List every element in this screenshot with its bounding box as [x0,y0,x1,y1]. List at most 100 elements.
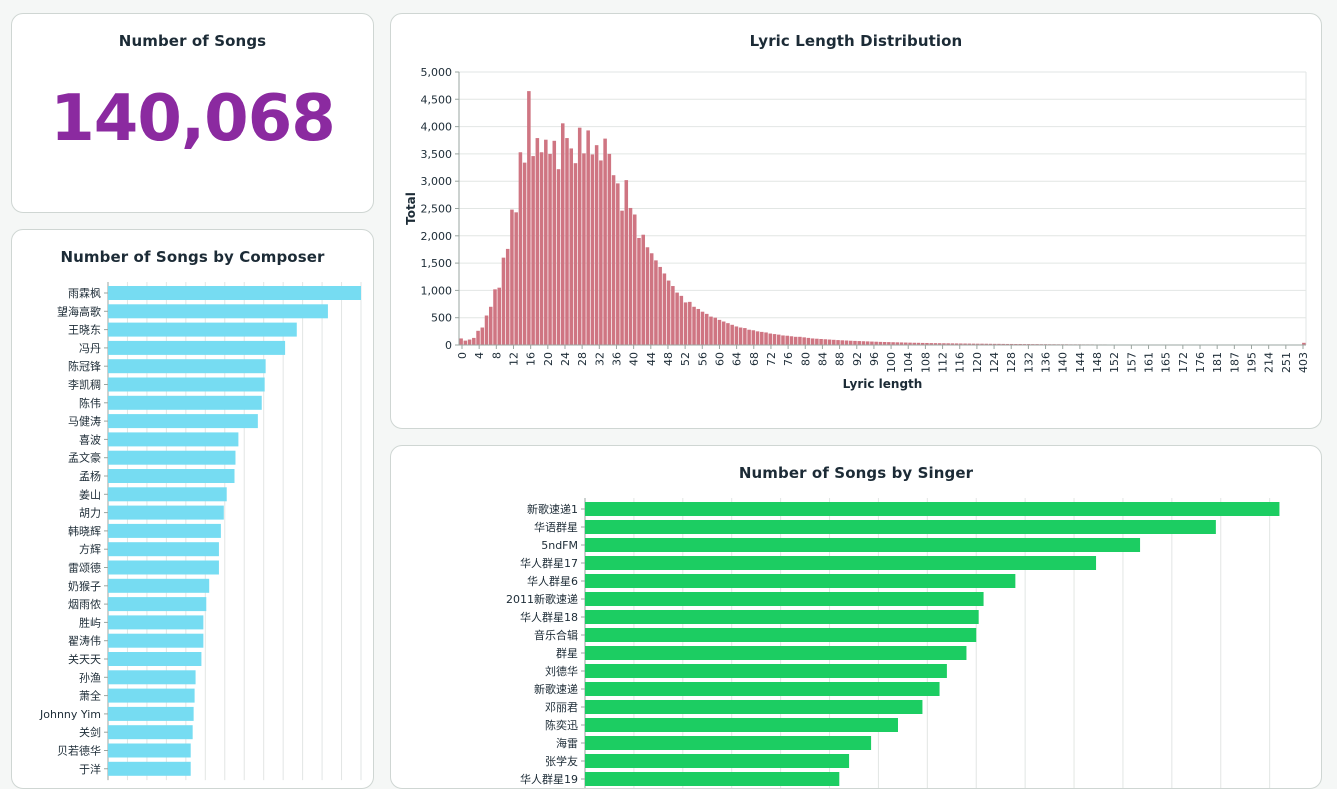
y-tick-label: 胡力 [79,506,101,520]
bar [585,772,839,786]
y-tick-label: 2011新歌速递 [506,592,578,606]
y-tick-label: 华人群星19 [520,772,578,786]
bar [718,320,722,345]
y-tick-label: 孟文豪 [68,451,101,465]
bar [472,338,476,345]
bar [730,325,734,345]
x-tick-label: 72 [765,352,778,366]
x-tick-label: 251 [1280,352,1293,373]
x-tick-label: 16 [525,352,538,366]
y-tick-label: 雷颂德 [68,561,101,575]
bar [650,253,654,345]
x-tick-label: 0 [456,352,469,359]
y-tick-label: 于洋 [79,762,101,776]
bar [540,152,544,345]
bar [585,664,947,678]
bar [108,396,262,410]
x-tick-label: 28 [576,352,589,366]
x-tick-label: 88 [834,352,847,366]
bar [658,267,662,345]
x-tick-label: 20 [542,352,555,366]
x-tick-label: 4 [473,352,486,359]
x-tick-label: 96 [868,352,881,366]
bar [832,340,836,345]
y-tick-label: 华人群星6 [527,574,578,588]
bar [739,328,743,345]
bar [701,312,705,345]
y-tick-label: 5,000 [421,66,453,79]
bar [654,260,658,345]
composer-chart-card: Number of Songs by Composer 雨霖枫望海高歌王晓东冯丹… [11,229,374,789]
x-tick-label: 136 [1040,352,1053,373]
y-tick-label: 韩晓辉 [68,524,101,538]
x-tick-label: 60 [713,352,726,366]
x-tick-label: 132 [1022,352,1035,373]
bar [633,215,637,345]
y-tick-label: 邓丽君 [545,701,578,714]
bar [824,339,828,345]
y-tick-label: 华人群星17 [520,556,578,570]
y-tick-label: 0 [445,339,452,352]
bar [582,153,586,345]
y-tick-label: 音乐合辑 [534,628,578,642]
y-tick-label: 5ndFM [541,539,578,552]
kpi-card: Number of Songs 140,068 [11,13,374,213]
bar [675,293,679,345]
bar [845,341,849,345]
bar [773,334,777,345]
y-tick-label: 500 [431,312,452,325]
y-tick-label: 华人群星18 [520,610,578,624]
bar [585,646,966,660]
x-tick-label: 403 [1297,352,1310,373]
bar [637,238,641,345]
kpi-value: 140,068 [12,82,373,156]
bar [108,744,191,758]
x-tick-label: 176 [1194,352,1207,373]
x-tick-label: 12 [507,352,520,366]
bar [108,506,224,520]
bar [802,337,806,345]
lyric-chart: 05001,0001,5002,0002,5003,0003,5004,0004… [391,14,1322,429]
bar [603,139,607,345]
x-tick-label: 52 [679,352,692,366]
bar [585,610,979,624]
bar [459,338,463,345]
y-tick-label: 萧全 [79,689,101,703]
x-tick-label: 195 [1246,352,1259,373]
bar [790,336,794,345]
bar [565,138,569,345]
y-tick-label: 姜山 [79,487,101,501]
bar [735,326,739,345]
bar [527,91,531,345]
y-tick-label: 孟杨 [79,469,101,483]
singer-chart: 新歌速递1华语群星5ndFM华人群星17华人群星62011新歌速递华人群星18音… [391,446,1322,789]
y-tick-label: 方辉 [79,542,101,556]
x-tick-label: 24 [559,352,572,366]
bar [108,304,328,318]
bar [747,330,751,345]
bar [108,725,193,739]
x-tick-label: 116 [954,352,967,373]
y-tick-label: Johnny Yim [39,708,101,721]
bar [108,323,297,337]
bar [608,154,612,345]
x-tick-label: 56 [696,352,709,366]
bar [108,286,361,300]
bar [709,317,713,345]
y-tick-label: 4,500 [421,93,453,106]
bar [798,337,802,345]
x-tick-label: 68 [748,352,761,366]
bar [752,330,756,345]
bar [697,309,701,345]
bar [828,340,832,345]
bar [536,138,540,345]
bar [726,323,730,345]
bar [769,334,773,345]
bar [671,286,675,345]
bar [585,574,1015,588]
bar [760,332,764,345]
x-tick-label: 44 [645,352,658,366]
y-tick-label: 刘德华 [545,664,578,678]
bar [862,341,866,345]
bar [108,762,191,776]
